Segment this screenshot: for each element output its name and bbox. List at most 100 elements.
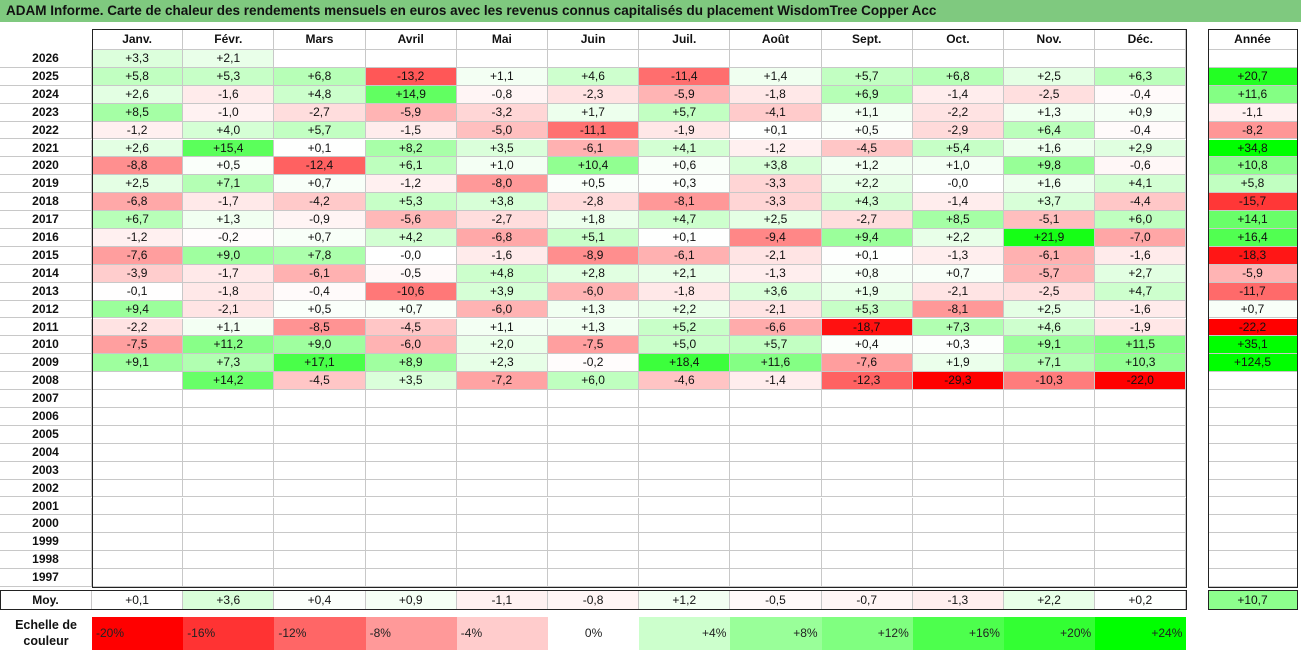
heatmap-cell: +1,1 <box>456 318 548 337</box>
heatmap-cell <box>548 443 640 462</box>
annual-cell <box>1208 443 1298 462</box>
heatmap-cell: -2,1 <box>183 300 275 319</box>
heatmap-cell: -6,1 <box>548 139 640 158</box>
heatmap-cell <box>1095 390 1187 408</box>
heatmap-cell <box>274 515 366 534</box>
heatmap-cell <box>365 50 457 68</box>
heatmap-cell: +5,7 <box>821 67 913 86</box>
heatmap-cell: +5,3 <box>821 300 913 319</box>
heatmap-cell <box>1095 569 1187 587</box>
year-label: 2026 <box>0 50 92 68</box>
heatmap-cell: -8,1 <box>639 193 731 212</box>
heatmap-cell: +2,1 <box>639 264 731 283</box>
annual-cell <box>1208 515 1298 534</box>
heatmap-cell: +1,9 <box>912 354 1004 373</box>
heatmap-cell <box>639 497 731 516</box>
heatmap-cell: -7,5 <box>548 336 640 355</box>
average-cell: +0,4 <box>274 590 366 610</box>
heatmap-cell <box>456 443 548 462</box>
year-label: 2002 <box>0 479 92 498</box>
heatmap-cell: +0,5 <box>274 300 366 319</box>
heatmap-cell: -1,2 <box>92 121 184 140</box>
heatmap-cell: +1,8 <box>548 211 640 229</box>
heatmap-cell: -2,1 <box>730 300 822 319</box>
heatmap-cell: +3,5 <box>456 139 548 158</box>
heatmap-cell: +0,6 <box>639 157 731 176</box>
heatmap-cell: -3,2 <box>456 103 548 122</box>
heatmap-cell: +1,6 <box>1004 175 1096 194</box>
heatmap-cell: +7,1 <box>1004 354 1096 373</box>
color-scale-step: -8% <box>365 617 457 650</box>
heatmap-cell: +2,5 <box>1004 300 1096 319</box>
heatmap-cell <box>821 515 913 534</box>
heatmap-cell: -5,6 <box>365 211 457 229</box>
heatmap-cell <box>365 551 457 570</box>
heatmap-cell <box>456 390 548 408</box>
heatmap-cell: -18,7 <box>821 318 913 337</box>
heatmap-cell <box>183 533 275 552</box>
heatmap-cell <box>912 408 1004 426</box>
color-scale-step: -4% <box>456 617 548 650</box>
heatmap-cell: +9,1 <box>1004 336 1096 355</box>
month-header: Avril <box>365 29 457 50</box>
heatmap-cell: -8,8 <box>92 157 184 176</box>
heatmap-cell: -6,0 <box>365 336 457 355</box>
annual-cell: +10,8 <box>1208 157 1298 176</box>
color-scale-step: +20% <box>1004 617 1096 650</box>
heatmap-cell <box>456 515 548 534</box>
heatmap-cell: -12,3 <box>821 372 913 391</box>
heatmap-cell <box>548 425 640 444</box>
heatmap-cell <box>639 461 731 480</box>
heatmap-cell <box>730 515 822 534</box>
heatmap-cell <box>821 479 913 498</box>
heatmap-cell <box>1095 408 1187 426</box>
heatmap-cell <box>92 408 184 426</box>
heatmap-cell <box>274 50 366 68</box>
year-label: 2009 <box>0 354 92 373</box>
heatmap-cell: -0,4 <box>274 282 366 301</box>
heatmap-cell: +2,2 <box>821 175 913 194</box>
heatmap-cell: +1,6 <box>1004 139 1096 158</box>
heatmap-cell <box>548 390 640 408</box>
heatmap-cell: +4,6 <box>548 67 640 86</box>
heatmap-cell <box>92 515 184 534</box>
heatmap-cell: +2,5 <box>730 211 822 229</box>
heatmap-cell: +0,7 <box>365 300 457 319</box>
year-label: 1998 <box>0 551 92 570</box>
heatmap-cell: +5,3 <box>183 67 275 86</box>
heatmap-cell: +6,0 <box>548 372 640 391</box>
year-label: 2005 <box>0 425 92 444</box>
heatmap-cell <box>274 569 366 587</box>
heatmap-cell: +14,9 <box>365 85 457 104</box>
heatmap-cell <box>821 461 913 480</box>
heatmap-cell <box>639 408 731 426</box>
heatmap-cell: -1,0 <box>183 103 275 122</box>
average-cell: -0,5 <box>730 590 822 610</box>
heatmap-cell: -4,5 <box>274 372 366 391</box>
heatmap-cell <box>821 497 913 516</box>
average-label: Moy. <box>0 590 92 610</box>
average-cell: +3,6 <box>183 590 275 610</box>
heatmap-cell: -1,6 <box>1095 300 1187 319</box>
heatmap-cell: -2,2 <box>912 103 1004 122</box>
heatmap-cell <box>730 408 822 426</box>
heatmap-cell <box>365 497 457 516</box>
annual-cell: +0,7 <box>1208 300 1298 319</box>
heatmap-cell: -8,9 <box>548 246 640 265</box>
year-label: 2007 <box>0 390 92 408</box>
year-label: 2020 <box>0 157 92 176</box>
heatmap-cell: +5,4 <box>912 139 1004 158</box>
heatmap-cell: -4,6 <box>639 372 731 391</box>
heatmap-cell <box>1095 515 1187 534</box>
heatmap-cell: -6,1 <box>1004 246 1096 265</box>
month-header: Déc. <box>1095 29 1187 50</box>
heatmap-cell: +0,3 <box>912 336 1004 355</box>
average-cell: +1,2 <box>639 590 731 610</box>
heatmap-cell: +2,6 <box>92 139 184 158</box>
heatmap-cell <box>639 425 731 444</box>
heatmap-cell: +1,0 <box>456 157 548 176</box>
annual-cell <box>1208 497 1298 516</box>
heatmap-cell: +2,5 <box>1004 67 1096 86</box>
heatmap-cell: -1,7 <box>183 264 275 283</box>
heatmap-cell: +2,8 <box>548 264 640 283</box>
